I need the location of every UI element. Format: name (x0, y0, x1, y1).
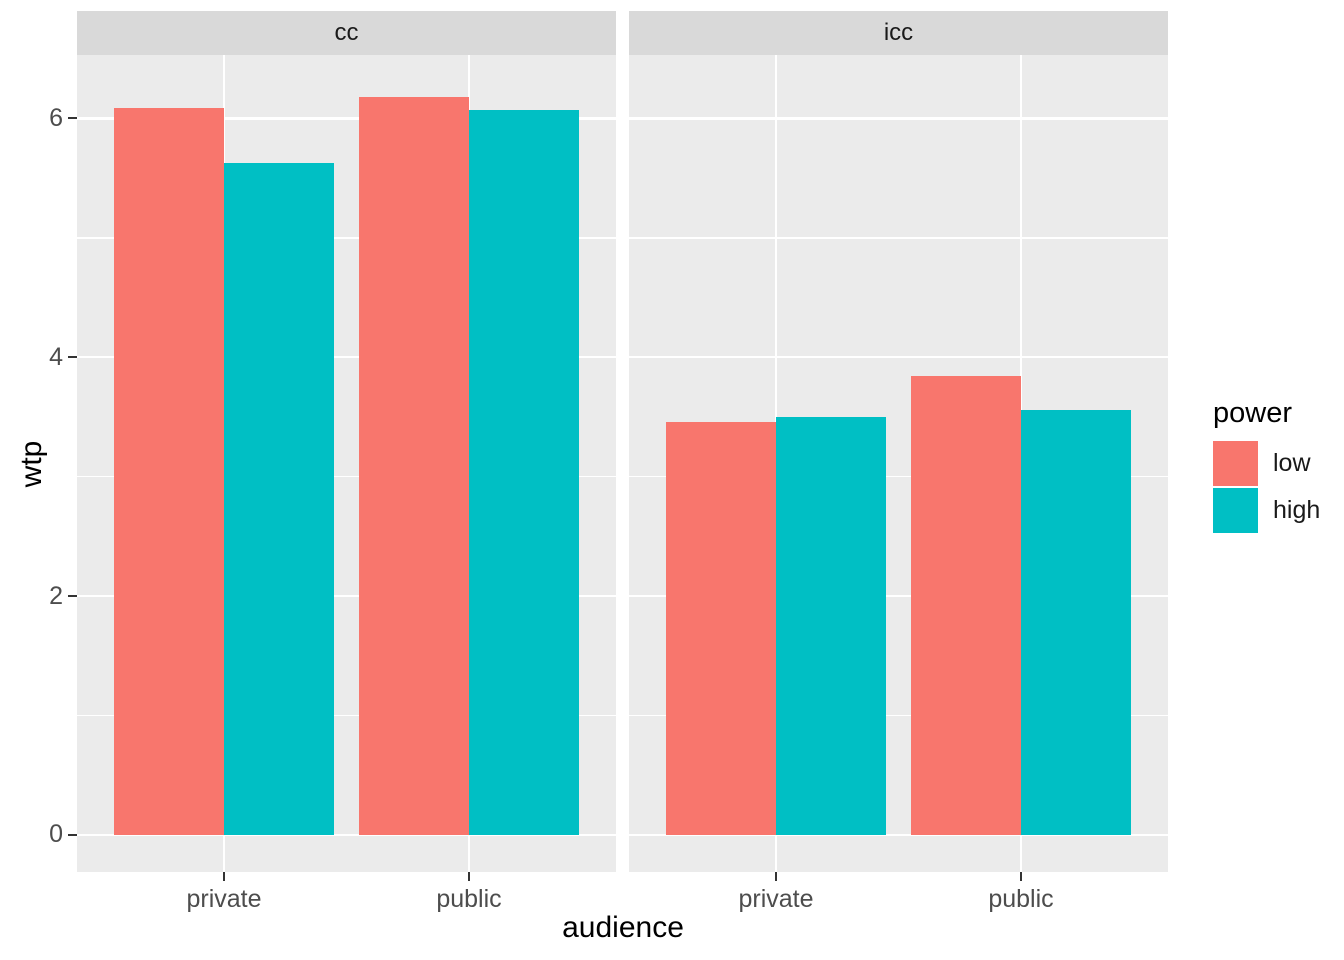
legend-keys: low high (1213, 441, 1344, 533)
bar-icc-public-low (910, 376, 1021, 835)
facet-strip-cc: cc (77, 11, 616, 55)
facet-strip-label: icc (883, 19, 914, 46)
h-gridline-minor (629, 714, 1168, 717)
y-tick-mark (68, 595, 77, 598)
x-tick-label-cc-public: public (436, 885, 502, 913)
h-gridline-minor (77, 714, 616, 717)
panel-icc (629, 55, 1168, 872)
legend-label: low (1273, 449, 1311, 477)
y-tick-label-2: 2 (49, 581, 63, 610)
legend-title: power (1213, 397, 1292, 429)
bar-cc-private-high (224, 162, 335, 835)
x-tick-label-icc-public: public (988, 885, 1054, 913)
x-tick-mark (223, 872, 225, 881)
bar-cc-private-low (113, 107, 224, 835)
facet-strip-label: cc (334, 19, 359, 46)
h-gridline-minor (629, 237, 1168, 239)
y-tick-mark (68, 117, 77, 120)
h-gridline-major (629, 355, 1168, 359)
bar-icc-private-low (665, 421, 776, 835)
h-gridline-minor (77, 475, 616, 478)
bar-icc-private-high (776, 416, 887, 835)
y-tick-label-6: 6 (49, 103, 63, 132)
h-gridline-major (629, 833, 1168, 837)
y-tick-mark (68, 833, 77, 836)
x-tick-mark (775, 872, 777, 881)
y-tick-label-4: 4 (49, 342, 63, 371)
x-axis-title: audience (562, 911, 684, 944)
y-tick-mark (68, 356, 77, 359)
x-tick-mark (1020, 872, 1022, 881)
legend-label: high (1273, 496, 1321, 524)
bar-cc-public-high (469, 109, 580, 835)
x-tick-mark (468, 872, 470, 881)
h-gridline-major (77, 117, 616, 120)
x-tick-label-cc-private: private (186, 885, 262, 913)
bar-icc-public-high (1021, 409, 1132, 835)
legend-entry-low: low (1213, 441, 1344, 486)
panel-cc (77, 55, 616, 872)
facet-strip-icc: icc (629, 11, 1168, 55)
y-tick-label-0: 0 (49, 820, 63, 849)
bar-cc-public-low (358, 96, 469, 835)
h-gridline-major (77, 833, 616, 837)
h-gridline-minor (77, 237, 616, 239)
h-gridline-major (629, 117, 1168, 120)
h-gridline-major (77, 355, 616, 359)
h-gridline-major (77, 594, 616, 598)
h-gridline-minor (629, 475, 1168, 478)
y-axis-title: wtp (15, 440, 48, 488)
legend: power low high (1213, 398, 1344, 535)
legend-swatch-high (1213, 488, 1258, 533)
h-gridline-major (629, 594, 1168, 598)
x-tick-label-icc-private: private (738, 885, 814, 913)
legend-swatch-low (1213, 441, 1258, 486)
legend-entry-high: high (1213, 488, 1344, 533)
